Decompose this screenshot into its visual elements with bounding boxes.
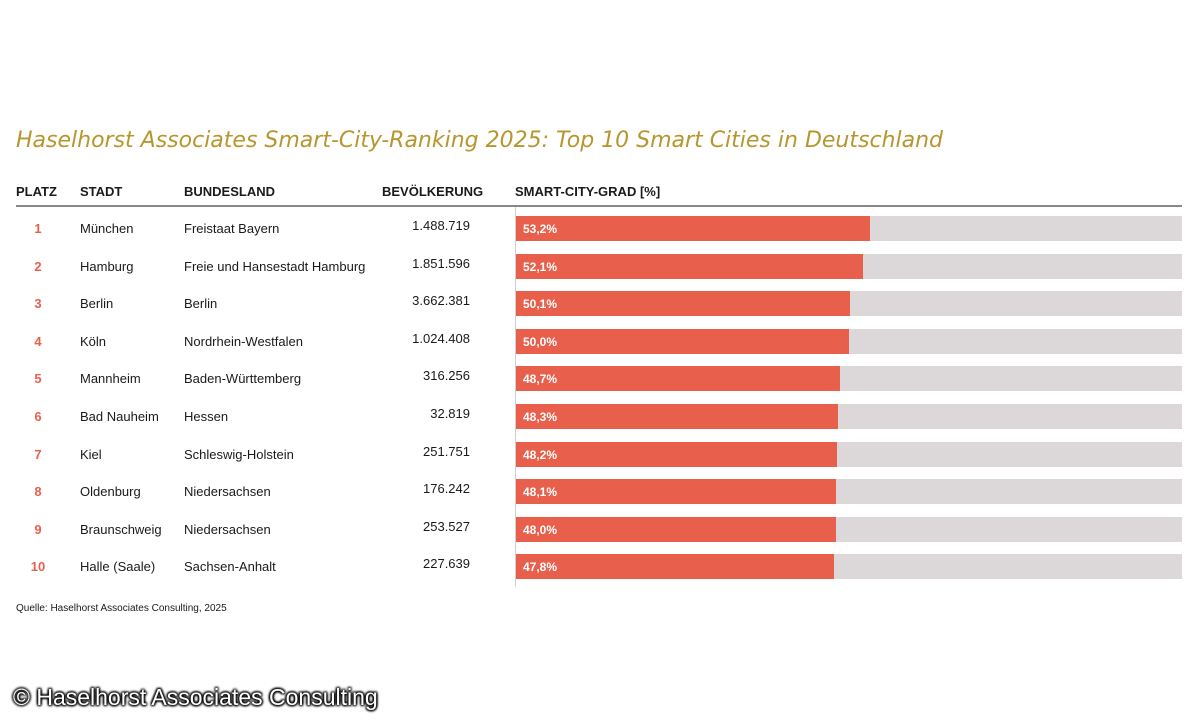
bar-value-label: 48,3% <box>523 410 558 424</box>
state-cell: Schleswig-Holstein <box>184 446 294 462</box>
smart-city-bar: 47,8% <box>516 554 835 580</box>
rank-cell: 10 <box>30 559 46 575</box>
city-cell: Kiel <box>80 446 102 462</box>
bar-value-label: 52,1% <box>523 259 558 274</box>
state-cell: Nordrhein-Westfalen <box>184 333 303 349</box>
rank-cell: 3 <box>34 296 42 312</box>
header-rule <box>16 205 1182 207</box>
population-cell: 316.256 <box>423 368 470 384</box>
city-cell: Mannheim <box>80 371 141 387</box>
rank-cell: 4 <box>34 333 42 349</box>
bar-value-label: 48,2% <box>523 447 558 462</box>
rank-cell: 6 <box>34 409 42 424</box>
bar-value-label: 48,0% <box>523 522 558 537</box>
header-bundesland: BUNDESLAND <box>184 184 275 199</box>
table-row: 2 Hamburg Freie und Hansestadt Hamburg 1.85… <box>0 247 1200 285</box>
table-row: 7 Kiel Schleswig-Holstein 251.751 48,2% <box>0 435 1200 473</box>
smart-city-bar: 48,3% <box>516 404 838 429</box>
bar-axis-line <box>515 207 516 587</box>
header-platz: PLATZ <box>16 184 57 199</box>
bar-value-label: 47,8% <box>523 560 558 575</box>
bar-track: 48,7% <box>516 366 1182 392</box>
bar-value-label: 50,1% <box>523 297 558 312</box>
header-bevoelkerung: BEVÖLKERUNG <box>382 184 484 199</box>
state-cell: Sachsen-Anhalt <box>184 559 276 575</box>
smart-city-bar: 48,1% <box>516 479 837 505</box>
population-cell: 176.242 <box>423 481 470 497</box>
smart-city-bar: 48,0% <box>516 516 836 542</box>
bar-track: 50,1% <box>516 291 1182 317</box>
population-cell: 1.024.408 <box>412 330 470 346</box>
population-cell: 253.527 <box>423 518 470 534</box>
population-cell: 1.488.719 <box>412 218 470 233</box>
bar-value-label: 48,7% <box>523 372 558 387</box>
smart-city-bar: 50,1% <box>516 291 850 317</box>
table-row: 4 Köln Nordrhein-Westfalen 1.024.408 50,0% <box>0 322 1200 360</box>
population-cell: 1.851.596 <box>412 255 470 271</box>
city-cell: München <box>80 221 134 236</box>
state-cell: Freistaat Bayern <box>184 221 280 236</box>
smart-city-bar: 53,2% <box>516 216 871 241</box>
city-cell: Oldenburg <box>80 484 141 500</box>
state-cell: Berlin <box>184 296 218 312</box>
state-cell: Baden-Württemberg <box>184 371 302 387</box>
table-row: 3 Berlin Berlin 3.662.381 50,1% <box>0 284 1200 322</box>
bar-value-label: 50,0% <box>523 334 558 349</box>
copyright-watermark: © Haselhorst Associates Consulting <box>13 684 378 710</box>
smart-city-bar: 48,7% <box>516 366 841 392</box>
rank-cell: 9 <box>34 521 42 537</box>
table-row: 1 München Freistaat Bayern 1.488.719 53,2% <box>0 209 1200 247</box>
state-cell: Niedersachsen <box>184 521 271 537</box>
bar-track: 52,1% <box>516 253 1182 279</box>
header-smart-city-grad: SMART-CITY-GRAD [%] <box>515 184 661 199</box>
state-cell: Hessen <box>184 409 229 424</box>
rank-cell: 8 <box>34 484 42 500</box>
rank-cell: 7 <box>34 446 42 462</box>
city-cell: Halle (Saale) <box>80 559 156 575</box>
table-row: 8 Oldenburg Niedersachsen 176.242 48,1% <box>0 472 1200 510</box>
population-cell: 3.662.381 <box>412 293 470 309</box>
smart-city-bar: 50,0% <box>516 328 849 354</box>
population-cell: 32.819 <box>430 406 470 421</box>
population-cell: 227.639 <box>423 556 470 572</box>
chart-title: Haselhorst Associates Smart-City-Ranking… <box>16 128 943 153</box>
smart-city-bar: 52,1% <box>516 253 863 279</box>
bar-value-label: 53,2% <box>523 222 558 236</box>
rank-cell: 5 <box>34 371 42 387</box>
bar-track: 47,8% <box>516 554 1182 580</box>
bar-track: 48,1% <box>516 479 1182 505</box>
header-stadt: STADT <box>80 184 123 199</box>
bar-track: 53,2% <box>516 216 1182 241</box>
table-row: 5 Mannheim Baden-Württemberg 316.256 48,7% <box>0 359 1200 397</box>
population-cell: 251.751 <box>423 443 470 459</box>
city-cell: Berlin <box>80 296 114 312</box>
smart-city-bar: 48,2% <box>516 441 837 467</box>
city-cell: Braunschweig <box>80 521 162 537</box>
state-cell: Niedersachsen <box>184 484 271 500</box>
city-cell: Hamburg <box>80 258 134 274</box>
rank-cell: 1 <box>34 221 42 236</box>
state-cell: Freie und Hansestadt Hamburg <box>184 258 366 274</box>
bar-track: 48,0% <box>516 516 1182 542</box>
bar-track: 50,0% <box>516 328 1182 354</box>
table-row: 6 Bad Nauheim Hessen 32.819 48,3% <box>0 397 1200 435</box>
source-note: Quelle: Haselhorst Associates Consulting… <box>16 603 227 614</box>
bar-value-label: 48,1% <box>523 485 558 500</box>
rank-cell: 2 <box>34 258 42 274</box>
city-cell: Köln <box>80 333 107 349</box>
table-row: 10 Halle (Saale) Sachsen-Anhalt 227.639 47,8… <box>0 547 1200 585</box>
city-cell: Bad Nauheim <box>80 409 159 424</box>
bar-track: 48,3% <box>516 404 1182 429</box>
bar-track: 48,2% <box>516 441 1182 467</box>
table-row: 9 Braunschweig Niedersachsen 253.527 48,0% <box>0 510 1200 548</box>
